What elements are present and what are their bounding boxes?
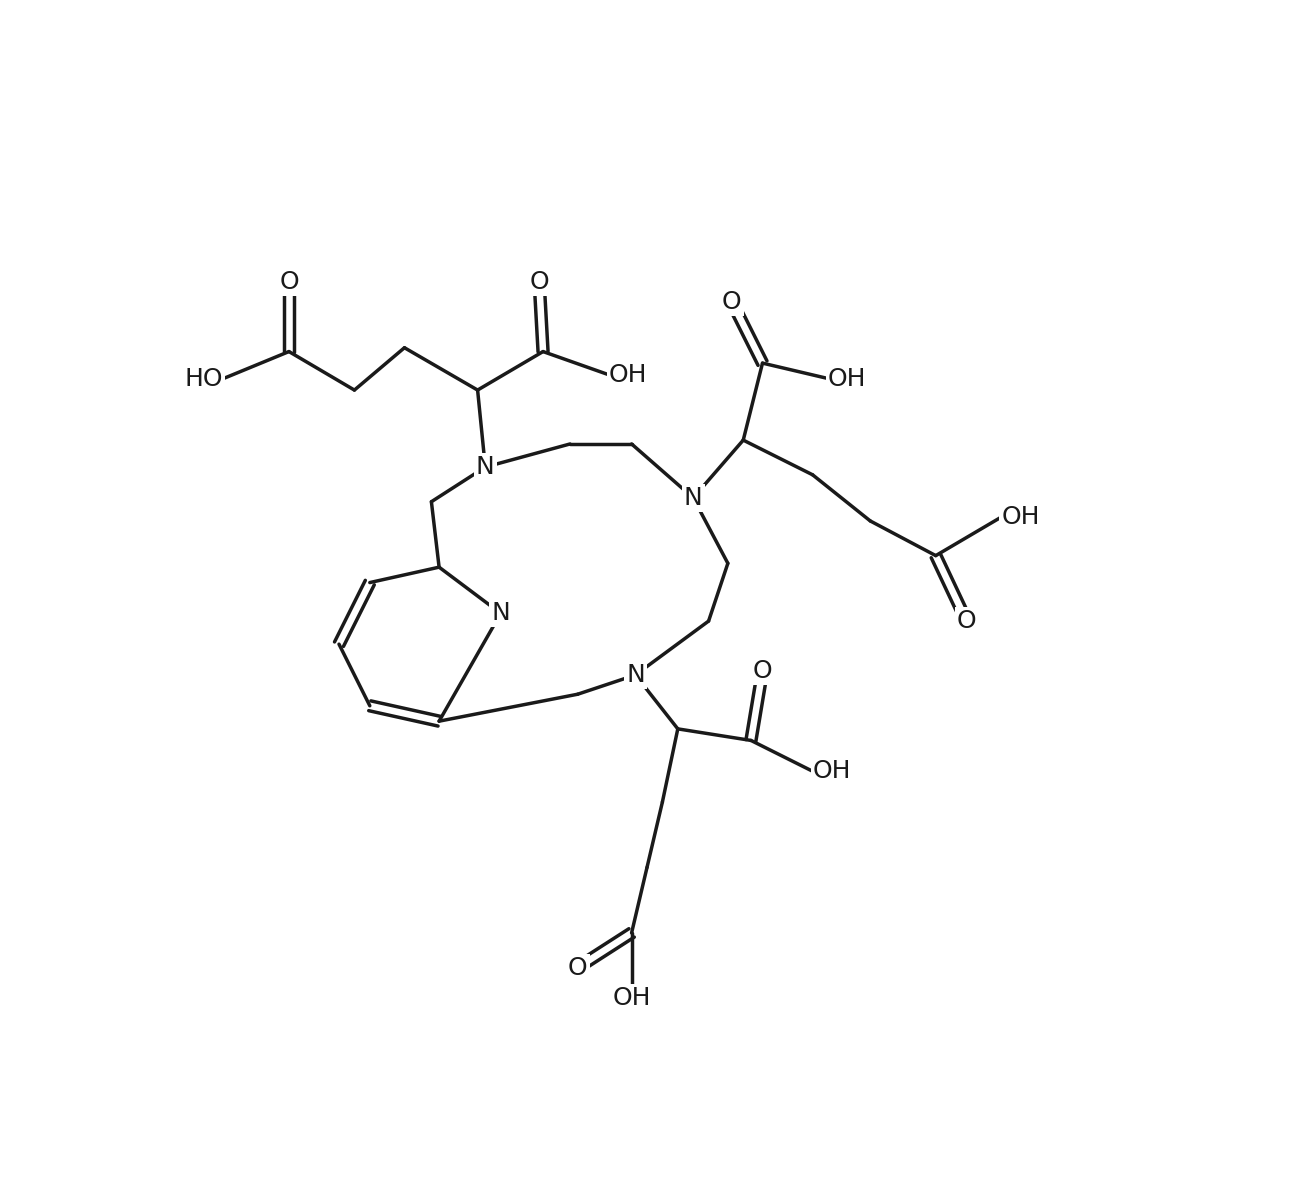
Text: HO: HO bbox=[185, 366, 224, 391]
Text: O: O bbox=[280, 270, 299, 294]
Text: O: O bbox=[568, 955, 588, 980]
Text: OH: OH bbox=[1001, 505, 1040, 529]
Text: N: N bbox=[684, 485, 702, 510]
Text: N: N bbox=[627, 663, 645, 687]
Text: O: O bbox=[957, 609, 976, 633]
Text: O: O bbox=[529, 270, 549, 294]
Text: O: O bbox=[722, 290, 741, 313]
Text: OH: OH bbox=[608, 363, 647, 386]
Text: OH: OH bbox=[812, 759, 852, 783]
Text: OH: OH bbox=[612, 986, 651, 1011]
Text: OH: OH bbox=[828, 366, 866, 391]
Text: N: N bbox=[491, 602, 510, 626]
Text: N: N bbox=[476, 455, 495, 479]
Text: O: O bbox=[753, 660, 772, 683]
